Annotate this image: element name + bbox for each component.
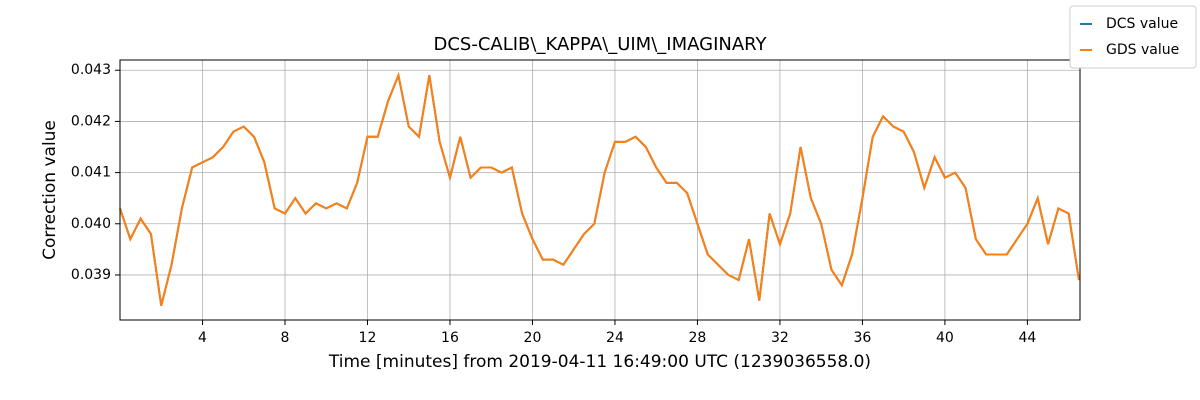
legend-label: DCS value: [1106, 16, 1178, 32]
legend-label: GDS value: [1106, 42, 1179, 58]
x-tick-label: 44: [1018, 330, 1036, 346]
x-tick-label: 12: [359, 330, 377, 346]
plot-frame: [119, 59, 1081, 321]
x-tick-label: 28: [689, 330, 707, 346]
data-line: [119, 71, 1080, 306]
x-tick-label: 20: [524, 330, 542, 346]
x-tick-label: 36: [854, 330, 872, 346]
plot-area: [120, 60, 1080, 320]
x-tick-label: 4: [198, 330, 207, 346]
y-axis-label: Correction value: [40, 120, 60, 260]
x-tick-label: 40: [936, 330, 954, 346]
y-tick-label: 0.042: [71, 113, 111, 129]
y-tick-label: 0.041: [71, 165, 111, 181]
x-tick-label: 8: [281, 330, 290, 346]
y-tick-label: 0.043: [71, 62, 111, 78]
chart-title: DCS-CALIB\_KAPPA\_UIM\_IMAGINARY: [433, 34, 767, 55]
x-axis-label: Time [minutes] from 2019-04-11 16:49:00 …: [328, 352, 871, 372]
x-tick-label: 24: [606, 330, 624, 346]
y-tick-label: 0.040: [71, 216, 111, 232]
x-tick-label: 16: [441, 330, 459, 346]
x-tick-label: 32: [771, 330, 789, 346]
legend-box: [1069, 5, 1197, 69]
y-tick-label: 0.039: [71, 267, 111, 283]
